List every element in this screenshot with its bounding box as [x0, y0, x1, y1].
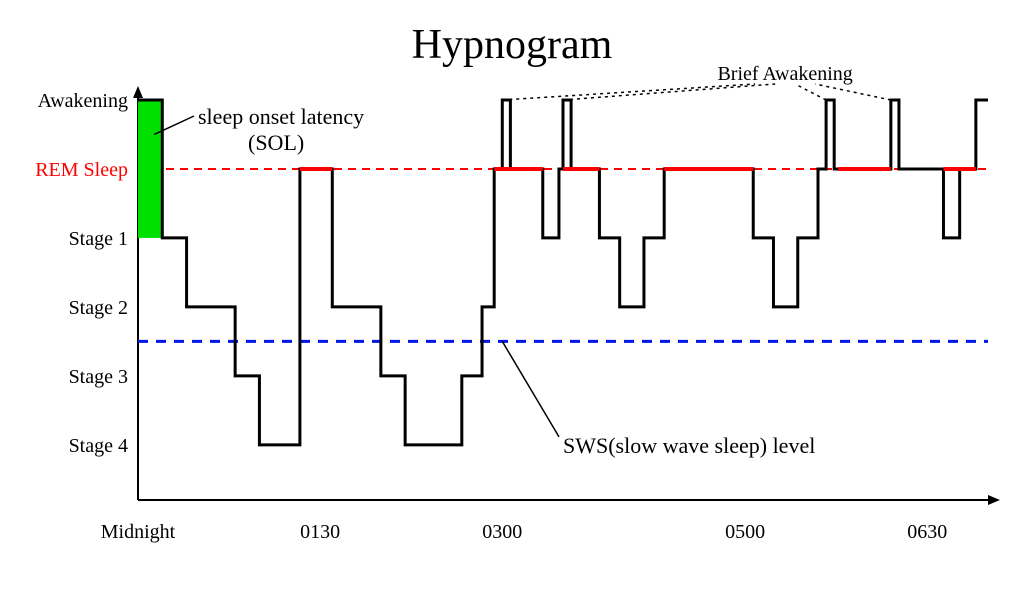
chart-bg	[0, 0, 1024, 604]
y-axis-label: Stage 1	[69, 228, 128, 250]
brief-awakening-label: Brief Awakening	[717, 63, 852, 85]
x-axis-label: 0630	[907, 521, 947, 543]
sws-label: SWS(slow wave sleep) level	[563, 433, 815, 458]
hypnogram-chart: Hypnogram Awakening REM Sleep Stage 1 Stage …	[0, 0, 1024, 604]
sol-label-line1: sleep onset latency	[198, 104, 364, 129]
x-axis-label: 0500	[725, 521, 765, 543]
chart-title: Hypnogram	[412, 22, 613, 68]
x-axis-label: 0130	[300, 521, 340, 543]
y-axis-label: REM Sleep	[35, 159, 128, 181]
x-axis-label: Midnight	[101, 521, 176, 543]
y-axis-label: Stage 4	[69, 435, 128, 457]
sol-label-line2: (SOL)	[248, 130, 304, 155]
x-axis-label: 0300	[482, 521, 522, 543]
y-axis-label: Stage 2	[69, 297, 128, 319]
sol-bar	[138, 100, 162, 238]
y-axis-label: Awakening	[38, 90, 128, 112]
y-axis-label: Stage 3	[69, 366, 128, 388]
